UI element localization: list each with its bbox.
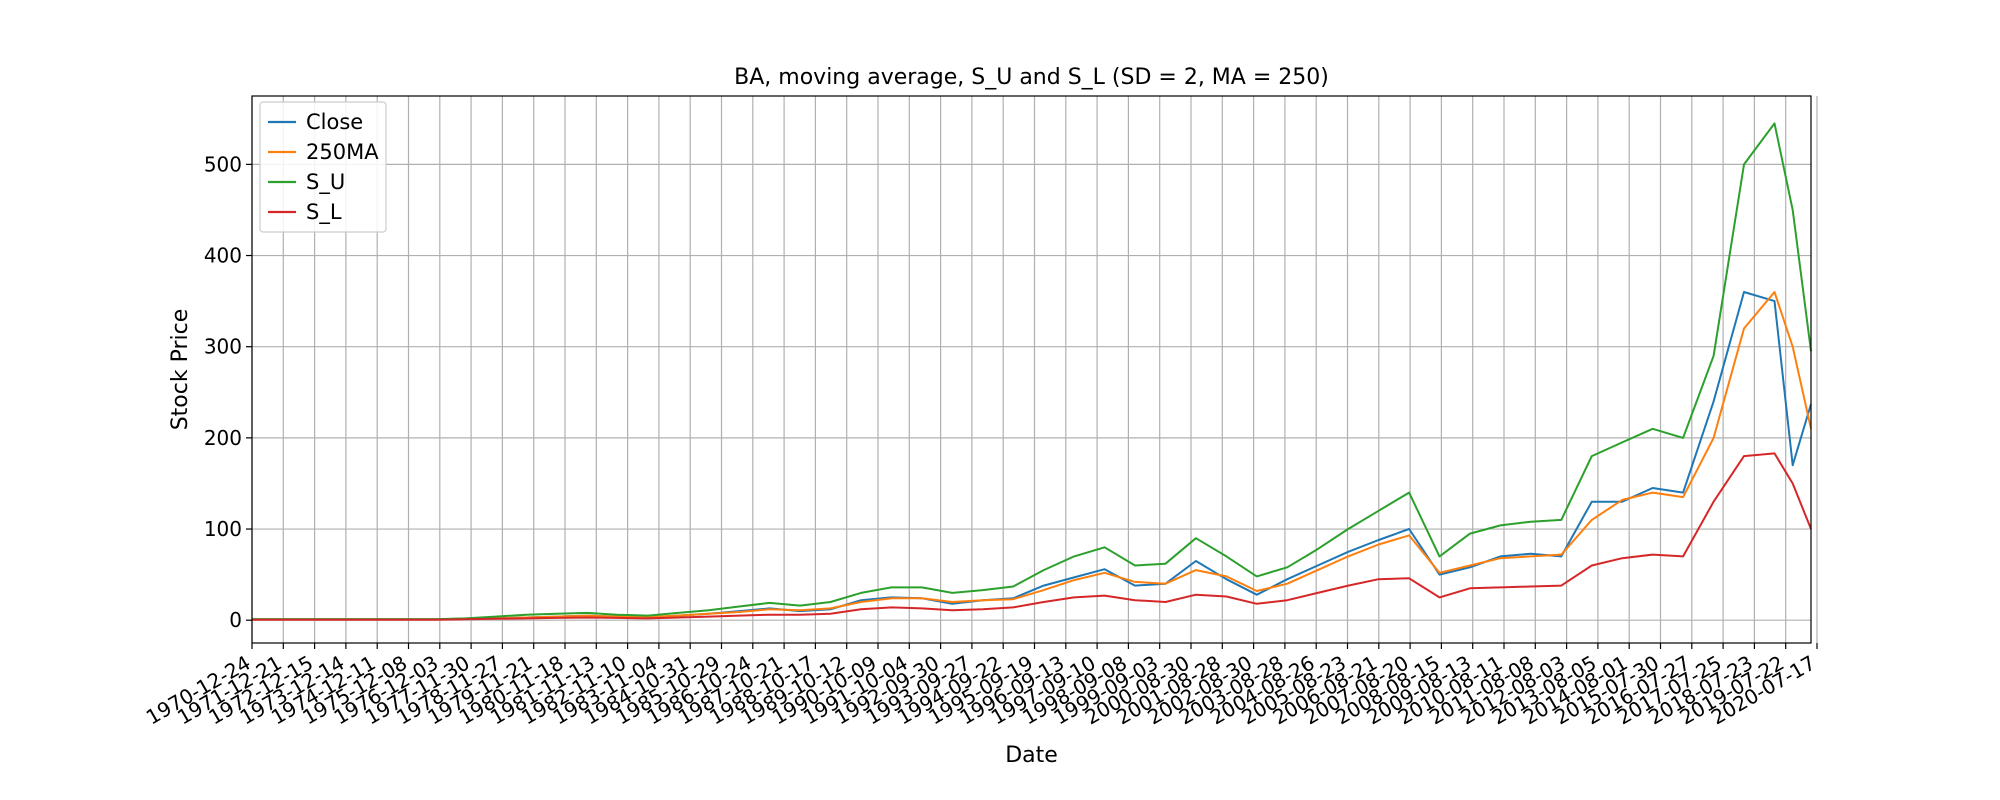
grid (251, 96, 1818, 643)
legend-label-s-l: S_L (306, 200, 342, 225)
y-tick-label: 200 (204, 426, 242, 450)
series-line-s-l (252, 452, 1812, 621)
series-line-close (252, 291, 1812, 621)
series-line-250ma (252, 291, 1812, 621)
y-tick-label: 100 (204, 517, 242, 541)
plot-frame (251, 95, 1812, 644)
y-tick-label: 0 (229, 608, 242, 632)
y-tick-label: 500 (204, 152, 242, 176)
series-lines (252, 122, 1812, 621)
legend-label-250ma: 250MA (306, 140, 379, 164)
x-axis: 1970-12-241971-12-211972-12-151973-12-14… (142, 643, 1820, 729)
series-line-s-u (252, 122, 1812, 621)
legend-label-s-u: S_U (306, 170, 345, 195)
y-axis: 0 100 200 300 400 500 (204, 152, 252, 632)
y-axis-label: Stock Price (168, 309, 193, 431)
legend-box (259, 101, 387, 233)
legend-label-close: Close (306, 110, 363, 134)
chart-title: BA, moving average, S_U and S_L (SD = 2,… (734, 65, 1329, 90)
y-tick-label: 300 (204, 335, 242, 359)
x-axis-label: Date (1005, 743, 1058, 768)
y-tick-label: 400 (204, 244, 242, 268)
legend: Close 250MA S_U S_L (259, 101, 387, 233)
